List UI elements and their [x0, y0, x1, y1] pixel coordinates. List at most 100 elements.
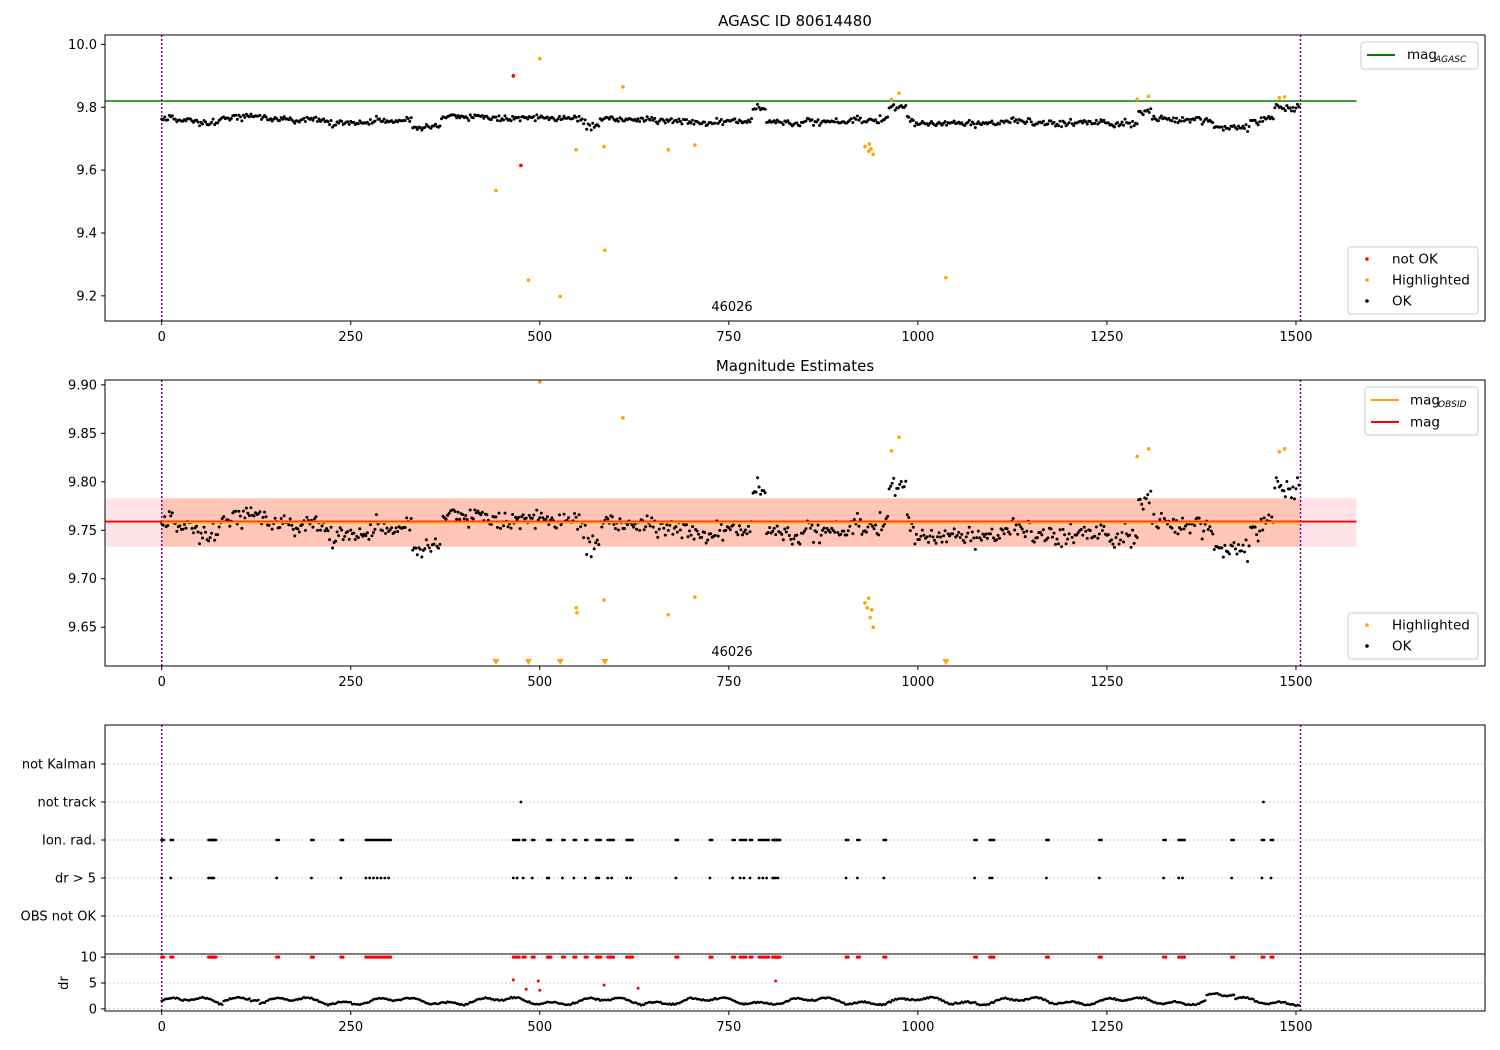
- ok-point: [756, 476, 760, 480]
- ok-point: [1007, 530, 1011, 534]
- ok-point: [1200, 122, 1204, 126]
- x-tick-label: 1000: [901, 675, 934, 690]
- ok-point: [818, 541, 822, 545]
- flag-point: [383, 876, 387, 880]
- panel2-frame: [104, 379, 1486, 667]
- flag-point: [708, 876, 712, 880]
- highlighted-point: [574, 606, 578, 610]
- ok-point: [337, 121, 341, 125]
- ok-point: [606, 517, 610, 521]
- flag-point: [708, 838, 712, 842]
- dr-red-point: [538, 988, 542, 992]
- highlighted-point: [537, 56, 542, 61]
- ok-point: [1159, 114, 1163, 118]
- ok-point: [343, 534, 347, 538]
- ok-point: [648, 524, 652, 528]
- ok-point: [526, 117, 530, 121]
- flag-point: [750, 838, 754, 842]
- ok-point: [1132, 124, 1136, 128]
- ok-point: [241, 113, 245, 117]
- ok-point: [616, 119, 620, 123]
- ok-point: [818, 124, 822, 128]
- ok-point: [1050, 535, 1054, 539]
- ok-point: [1094, 118, 1098, 122]
- ok-point: [809, 526, 813, 530]
- ok-point: [408, 528, 412, 532]
- ok-point: [613, 527, 617, 531]
- y-tick-label: 9.70: [68, 572, 97, 587]
- ok-point: [527, 513, 531, 517]
- y-tick-label: 10.0: [68, 38, 97, 53]
- y-tick-label: 9.75: [68, 524, 97, 539]
- ok-point: [297, 120, 301, 124]
- flag-point: [1177, 876, 1181, 880]
- ok-point: [1125, 532, 1129, 536]
- ok-point: [1212, 547, 1216, 551]
- flag-point: [1230, 838, 1234, 842]
- x-tick-label: 500: [527, 675, 552, 690]
- dr-high-point: [733, 955, 737, 959]
- legend-label: mag: [1410, 393, 1440, 409]
- flag-point: [530, 838, 534, 842]
- flag-point: [387, 876, 390, 880]
- ok-point: [406, 117, 410, 121]
- flag-point: [761, 838, 765, 842]
- ok-point: [1188, 120, 1192, 124]
- ok-point: [967, 525, 971, 529]
- ok-point: [574, 515, 578, 519]
- ok-point: [311, 118, 315, 122]
- ok-point: [828, 530, 832, 534]
- ok-point: [184, 119, 188, 123]
- flag-point: [521, 876, 525, 880]
- flag-point: [676, 838, 680, 842]
- ok-point: [241, 509, 245, 513]
- ok-point: [746, 524, 750, 528]
- ok-point: [642, 528, 646, 532]
- ok-point: [1055, 537, 1059, 541]
- ok-point: [665, 523, 669, 527]
- flag-point: [595, 838, 598, 842]
- dr-high-point: [171, 955, 175, 959]
- legend-label: Highlighted: [1392, 273, 1470, 289]
- flag-point: [574, 838, 578, 842]
- ok-point: [287, 523, 291, 527]
- ok-point: [1067, 121, 1071, 125]
- flag-point: [742, 838, 746, 842]
- x-tick-label: 1500: [1279, 330, 1312, 345]
- ok-point: [314, 115, 318, 119]
- ok-point: [503, 114, 507, 118]
- flag-point: [757, 876, 761, 880]
- ok-point: [556, 117, 560, 121]
- flag-point: [776, 876, 780, 880]
- ok-point: [554, 526, 558, 530]
- ok-point: [763, 107, 767, 111]
- ok-point: [204, 120, 208, 124]
- ok-point: [1131, 528, 1135, 532]
- flag-point: [341, 838, 345, 842]
- ok-point: [198, 124, 202, 128]
- ok-point: [1202, 529, 1206, 533]
- ok-point: [328, 538, 332, 542]
- ok-point: [641, 116, 645, 120]
- ok-point: [571, 116, 575, 120]
- ok-point: [1267, 513, 1271, 517]
- ok-point: [1208, 525, 1212, 529]
- ok-point: [1259, 116, 1263, 120]
- flag-point: [882, 876, 886, 880]
- ok-point: [163, 115, 167, 119]
- ok-point: [385, 526, 389, 530]
- ok-point: [892, 103, 896, 107]
- ok-point: [1116, 121, 1120, 125]
- highlighted-point: [494, 188, 498, 193]
- dr-point: [974, 1000, 977, 1004]
- ok-point: [429, 549, 433, 553]
- dr-high-point: [750, 955, 754, 959]
- ok-point: [381, 529, 385, 533]
- ok-point: [281, 117, 285, 121]
- ok-point: [925, 535, 929, 539]
- ok-point: [423, 547, 427, 551]
- ok-point: [905, 513, 909, 517]
- flag-row-label: not Kalman: [22, 758, 96, 773]
- ok-point: [833, 120, 837, 124]
